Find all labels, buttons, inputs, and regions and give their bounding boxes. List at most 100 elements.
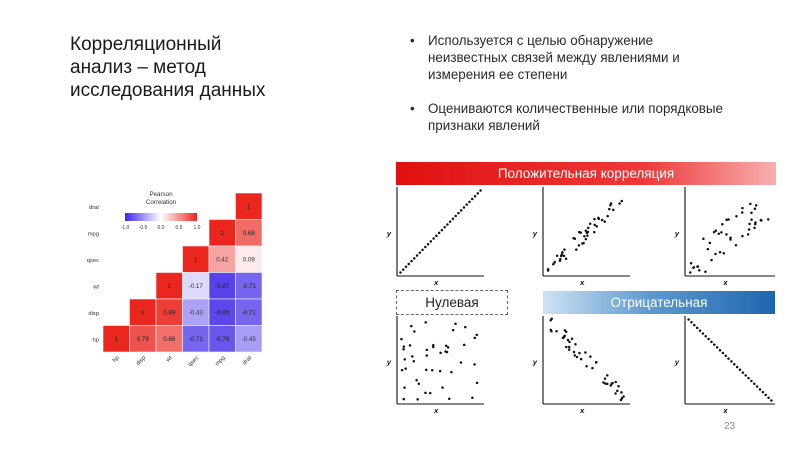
scatter-point [403, 358, 406, 361]
scatter-point [561, 251, 564, 254]
scatter-point [690, 321, 693, 324]
heatmap-cell [182, 272, 210, 300]
heatmap-cell [182, 325, 210, 353]
heatmap-cell [129, 325, 157, 353]
scatter-point [475, 333, 479, 337]
scatter-point [595, 225, 598, 228]
scatter-point [734, 243, 738, 247]
scatter-point [432, 345, 435, 349]
y-axis-label: y [674, 357, 680, 366]
heatmap-cell [208, 298, 236, 326]
scatter-point [555, 254, 559, 257]
scatter-point [424, 321, 427, 324]
scatter-point [612, 208, 615, 212]
bullet-line: Оцениваются количественные или порядковы… [428, 101, 723, 116]
legend-title: Pearson [149, 191, 173, 198]
scatter-point [753, 382, 756, 385]
scatter-point [720, 231, 723, 234]
legend-tick-label: 0.5 [176, 225, 183, 231]
scatter-point [747, 376, 750, 380]
scatter-point [704, 270, 707, 274]
scatter-point [741, 206, 744, 210]
scatter-point [559, 257, 562, 261]
x-axis-label: x [722, 278, 728, 287]
heatmap-cell [235, 325, 263, 353]
x-axis-label: x [579, 278, 585, 287]
scatter-point [403, 386, 406, 389]
scatter-point [424, 368, 428, 372]
scatter-panel-perfect-positive: yx [386, 187, 484, 287]
scatter-point [563, 248, 566, 251]
scatter-point [604, 382, 607, 385]
heatmap-row-label: wt [92, 284, 99, 290]
scatter-point [593, 223, 596, 227]
scatter-point [741, 371, 745, 374]
scatter-point [735, 215, 738, 218]
scatter-point [549, 328, 553, 332]
scatter-point [710, 340, 713, 344]
scatter-point [687, 318, 690, 321]
heatmap-column-label: mpg [214, 355, 226, 367]
scatter-point [560, 253, 564, 257]
scatter-point [727, 357, 730, 360]
positive-correlation-banner: Положительная корреляция [396, 162, 776, 185]
scatter-point [454, 214, 457, 218]
heatmap-value-label: 1 [115, 336, 119, 343]
scatter-point [473, 194, 477, 198]
scatter-point [692, 266, 695, 269]
scatter-point [574, 342, 577, 346]
heatmap-row-label: mpg [88, 231, 99, 237]
scatter-point [592, 230, 596, 234]
scatter-point [706, 247, 710, 251]
heatmap-value-label: -0.17 [189, 283, 204, 290]
heatmap-row-label: qsec [87, 258, 99, 264]
scatter-point [707, 337, 710, 341]
scatter-point [471, 396, 474, 399]
scatter-point [767, 396, 770, 399]
scatter-point [587, 226, 590, 230]
scatter-point [591, 366, 594, 370]
scatter-point [441, 386, 444, 389]
scatter-point [747, 228, 751, 231]
scatter-point [595, 360, 598, 364]
scatter-point [577, 230, 581, 234]
y-axis-label: y [532, 357, 538, 366]
slide-title-line: анализ – метод [70, 57, 206, 78]
scatter-point [718, 348, 722, 352]
scatter-point [567, 345, 571, 349]
scatter-point [570, 337, 574, 341]
scatter-point [692, 266, 696, 269]
scatter-point [710, 258, 713, 262]
slide-title-line: Корреляционный [70, 34, 222, 55]
scatter-point [717, 232, 720, 236]
scatter-point [421, 248, 424, 252]
scatter-point [581, 242, 584, 245]
heatmap-column-label: drat [242, 355, 254, 367]
heatmap-cell [235, 245, 263, 273]
scatter-point [733, 362, 736, 366]
scatter-point [688, 271, 692, 274]
scatter-point [578, 351, 581, 355]
scatter-point [549, 318, 552, 322]
scatter-point [439, 351, 442, 355]
heatmap-value-label: 0.66 [163, 336, 176, 343]
scatter-point [577, 244, 581, 247]
scatter-point [459, 209, 463, 212]
scatter-point [400, 337, 403, 341]
scatter-point [435, 234, 438, 237]
scatter-point [708, 241, 712, 245]
scatter-point [746, 233, 750, 236]
scatter-point [698, 269, 701, 272]
scatter-point [754, 204, 758, 207]
scatter-point [462, 206, 466, 209]
scatter-point [620, 391, 623, 394]
scatter-point [585, 231, 589, 235]
scatter-point [721, 223, 724, 226]
scatter-point [698, 329, 702, 332]
scatter-point [444, 344, 448, 348]
scatter-point [412, 359, 416, 363]
scatter-point [748, 222, 751, 226]
scatter-point [451, 328, 455, 332]
scatter-point [729, 236, 732, 239]
heatmap-value-label: 1 [221, 230, 225, 237]
